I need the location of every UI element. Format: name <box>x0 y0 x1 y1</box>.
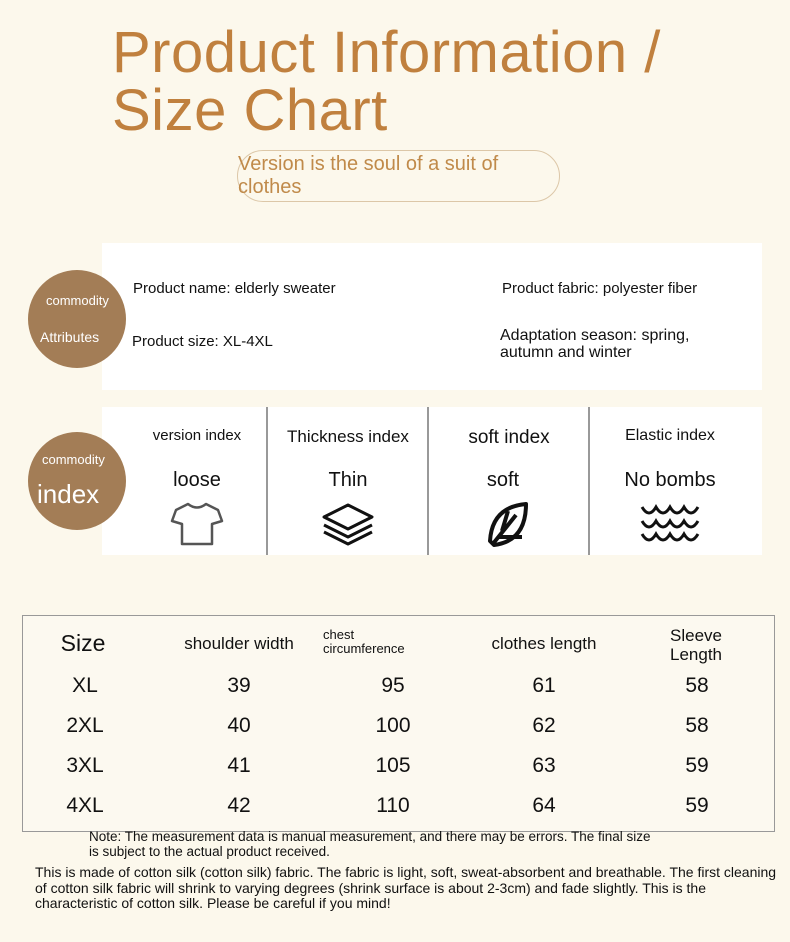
leaf-icon <box>488 502 528 547</box>
size-value: 64 <box>532 794 556 817</box>
size-value: 59 <box>685 754 709 777</box>
divider <box>588 407 590 555</box>
size-table: Size shoulder width chest circumference … <box>22 615 775 832</box>
index-panel: version index loose Thickness index Thin… <box>102 407 762 555</box>
note-line1: Note: The measurement data is manual mea… <box>89 829 651 844</box>
measurement-note: Note: The measurement data is manual mea… <box>89 829 651 859</box>
header-size: Size <box>60 630 106 656</box>
size-value: 100 <box>375 714 411 737</box>
t-shirt-icon <box>170 502 224 546</box>
waves-icon <box>640 504 700 542</box>
size-value: 63 <box>532 754 556 777</box>
subtitle: Version is the soul of a suit of clothes <box>238 153 499 198</box>
index-label: Elastic index <box>625 427 715 444</box>
size-label: 3XL <box>66 754 104 777</box>
page-title-line2: Size Chart <box>112 78 388 143</box>
layers-icon <box>322 503 374 546</box>
header-chest-circumference: chest circumference <box>323 627 405 656</box>
page-title: Product Information / <box>112 20 661 85</box>
product-fabric: Product fabric: polyester fiber <box>502 280 698 297</box>
index-label: version index <box>152 427 242 444</box>
product-name: Product name: elderly sweater <box>133 280 336 297</box>
size-value: 110 <box>376 794 410 817</box>
size-value: 40 <box>227 714 251 737</box>
size-label: 4XL <box>66 794 104 817</box>
size-label: 2XL <box>66 714 104 737</box>
header-clothes-length: clothes length <box>491 634 597 653</box>
badge-line1: commodity <box>42 452 105 467</box>
index-label: soft index <box>468 427 550 448</box>
badge-line2: index <box>37 479 100 509</box>
size-value: 62 <box>532 714 556 737</box>
index-badge: commodity index <box>28 432 126 530</box>
badge-line1: commodity <box>46 293 109 308</box>
fabric-description: This is made of cotton silk (cotton silk… <box>35 864 777 911</box>
season-line1: Adaptation season: spring, <box>500 327 690 344</box>
header-shoulder-width: shoulder width <box>184 634 294 653</box>
size-value: 41 <box>227 754 251 777</box>
product-size: Product size: XL-4XL <box>132 333 273 350</box>
size-value: 39 <box>227 674 251 697</box>
badge-line2: Attributes <box>40 329 100 345</box>
divider <box>266 407 268 555</box>
index-value: loose <box>173 469 221 491</box>
size-value: 58 <box>685 714 709 737</box>
attributes-panel: Product name: elderly sweater Product fa… <box>102 243 762 390</box>
size-value: 42 <box>227 794 251 817</box>
index-label: Thickness index <box>287 427 409 446</box>
index-soft: soft index soft <box>429 407 589 555</box>
divider <box>427 407 429 555</box>
adaptation-season: Adaptation season: spring, autumn and wi… <box>500 327 689 361</box>
size-value: 59 <box>685 794 709 817</box>
attributes-badge: commodity Attributes <box>28 270 126 368</box>
size-value: 105 <box>375 754 411 777</box>
size-label: XL <box>72 674 98 697</box>
subtitle-pill: Version is the soul of a suit of clothes <box>237 150 560 202</box>
size-value: 61 <box>532 674 556 697</box>
index-value: Thin <box>328 469 368 491</box>
size-value: 95 <box>381 674 405 697</box>
index-value: No bombs <box>624 469 716 491</box>
index-value: soft <box>486 469 520 491</box>
size-value: 58 <box>685 674 709 697</box>
season-line2: autumn and winter <box>500 344 632 361</box>
index-elastic: Elastic index No bombs <box>590 407 750 555</box>
index-version: version index loose <box>132 407 262 555</box>
note-line2: is subject to the actual product receive… <box>89 844 330 859</box>
index-thickness: Thickness index Thin <box>268 407 428 555</box>
header-sleeve-length: Sleeve Length <box>670 626 722 664</box>
